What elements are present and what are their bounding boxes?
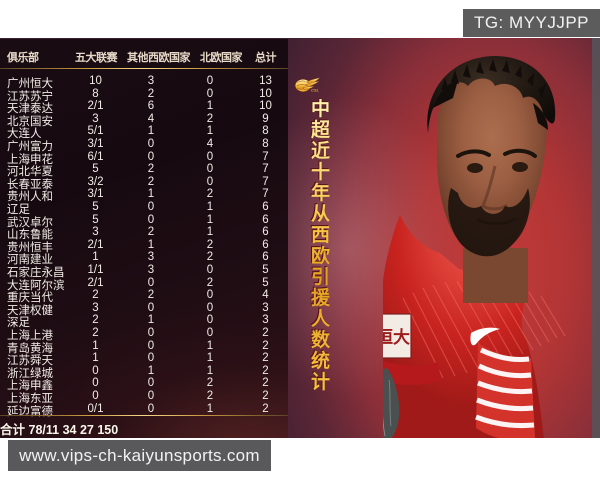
svg-text:CSL: CSL [311, 88, 319, 93]
